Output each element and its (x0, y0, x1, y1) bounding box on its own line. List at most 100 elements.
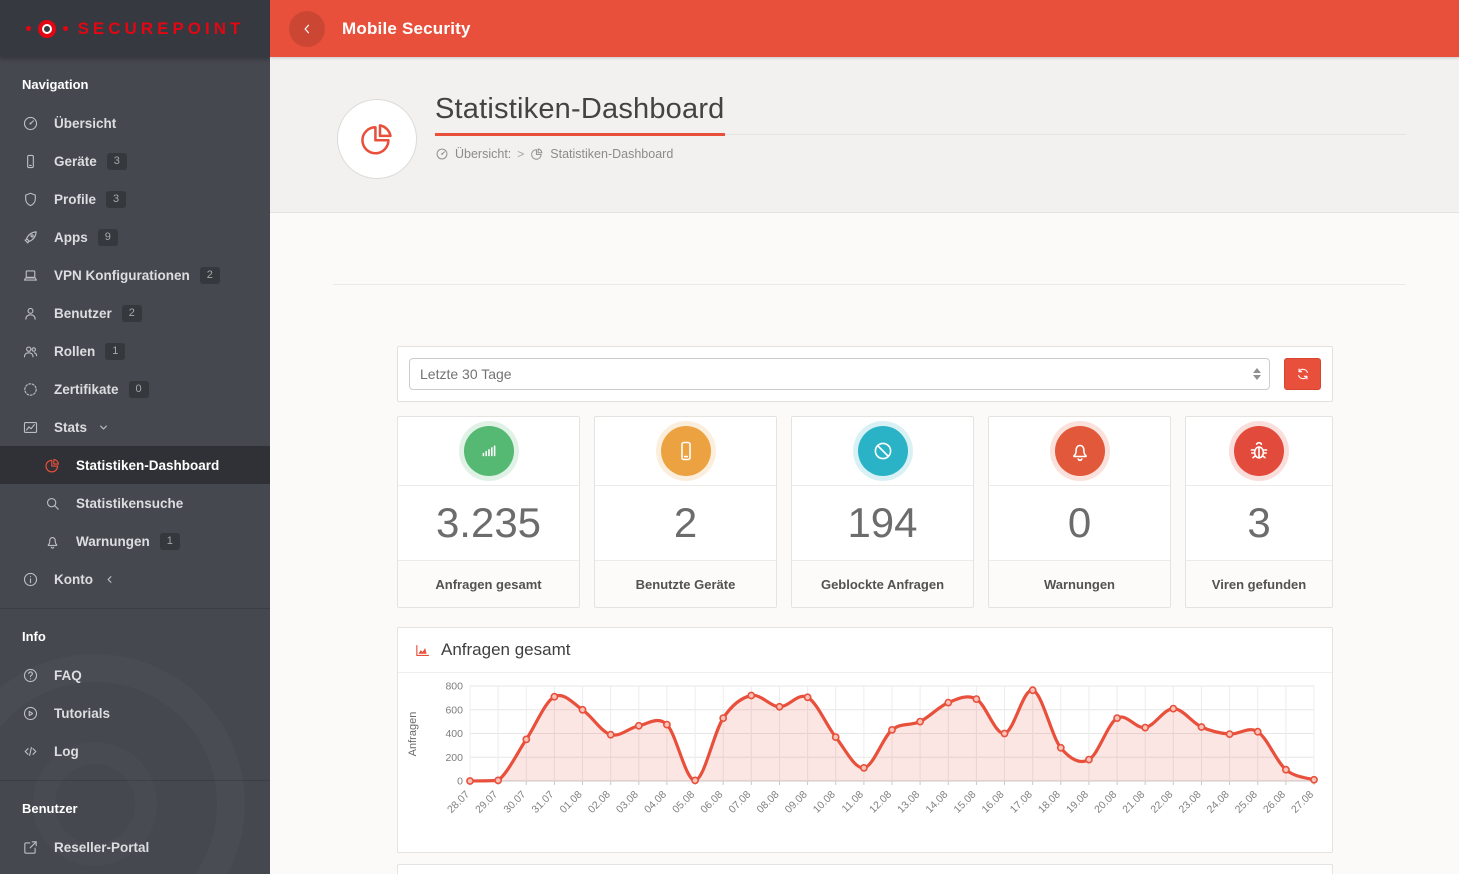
svg-text:03.08: 03.08 (614, 789, 641, 816)
chevron-down-icon (95, 419, 112, 436)
stat-card-benutzte-geräte: 2 Benutzte Geräte (594, 416, 777, 608)
logo-text: SECUREPOINT (77, 18, 245, 38)
sidebar-item-label: Apps (54, 229, 88, 245)
stat-value: 2 (595, 486, 776, 561)
sidebar-item-warnungen[interactable]: Warnungen 1 (0, 522, 270, 560)
refresh-button[interactable] (1284, 358, 1321, 390)
sidebar-item-label: Log (54, 743, 79, 759)
count-badge: 1 (105, 342, 126, 360)
sidebar-item-benutzer[interactable]: Benutzer 2 (0, 294, 270, 332)
stat-label: Geblockte Anfragen (792, 561, 973, 607)
count-badge: 2 (199, 266, 220, 284)
sidebar-item-reseller-portal[interactable]: Reseller-Portal (0, 828, 270, 866)
page-title: Statistiken-Dashboard (435, 93, 725, 136)
svg-text:400: 400 (445, 728, 463, 740)
breadcrumb: Übersicht: > Statistiken-Dashboard (435, 147, 1406, 161)
stat-value: 194 (792, 486, 973, 561)
sidebar-item-geräte[interactable]: Geräte 3 (0, 142, 270, 180)
svg-text:05.08: 05.08 (670, 789, 697, 816)
user-icon (22, 305, 39, 322)
sidebar-item-label: Geräte (54, 153, 97, 169)
breadcrumb-item-current: Statistiken-Dashboard (530, 147, 673, 161)
svg-text:800: 800 (445, 681, 463, 693)
back-button[interactable] (289, 10, 325, 47)
sidebar-item-faq[interactable]: FAQ (0, 656, 270, 694)
svg-text:26.08: 26.08 (1261, 789, 1288, 816)
svg-text:08.08: 08.08 (755, 789, 782, 816)
sidebar-item-übersicht[interactable]: Übersicht (0, 104, 270, 142)
mobile-icon (674, 439, 698, 463)
svg-text:18.08: 18.08 (1036, 789, 1063, 816)
date-range-select[interactable]: Letzte 30 Tage (409, 358, 1270, 390)
gauge-icon (22, 115, 39, 132)
rocket-icon (22, 229, 39, 246)
svg-text:02.08: 02.08 (586, 789, 613, 816)
svg-text:07.08: 07.08 (726, 789, 753, 816)
svg-text:24.08: 24.08 (1205, 789, 1232, 816)
sidebar-item-konto[interactable]: Konto (0, 560, 270, 598)
chart-header: Anfragen gesamt (398, 628, 1332, 673)
sidebar-nav: Navigation Übersicht Geräte 3 Profile 3 Apps 9 V… (0, 57, 270, 874)
stat-value: 3 (1186, 486, 1332, 561)
svg-text:29.07: 29.07 (473, 789, 500, 816)
svg-text:16.08: 16.08 (980, 789, 1007, 816)
sidebar-item-label: Statistiken-Dashboard (76, 457, 220, 473)
sidebar-item-vpn-konfigurationen[interactable]: VPN Konfigurationen 2 (0, 256, 270, 294)
gauge-icon (435, 147, 449, 161)
bell-icon (1068, 439, 1092, 463)
stats-icon (22, 419, 39, 436)
stat-label: Anfragen gesamt (398, 561, 579, 607)
svg-text:14.08: 14.08 (923, 789, 950, 816)
stat-label: Benutzte Geräte (595, 561, 776, 607)
svg-text:28.07: 28.07 (445, 789, 472, 816)
stat-value: 3.235 (398, 486, 579, 561)
sidebar-item-tutorials[interactable]: Tutorials (0, 694, 270, 732)
svg-text:01.08: 01.08 (558, 789, 585, 816)
info-icon (22, 571, 39, 588)
svg-text:22.08: 22.08 (1148, 789, 1175, 816)
block-icon (871, 439, 895, 463)
sidebar-item-zertifikate[interactable]: Zertifikate 0 (0, 370, 270, 408)
chevron-left-icon (101, 571, 118, 588)
svg-text:200: 200 (445, 752, 463, 764)
svg-text:17.08: 17.08 (1008, 789, 1035, 816)
svg-text:13.08: 13.08 (895, 789, 922, 816)
main-content: Statistiken-Dashboard Übersicht: > Stati… (270, 57, 1459, 874)
svg-text:11.08: 11.08 (840, 789, 867, 816)
sidebar: SECUREPOINT Navigation Übersicht Geräte 3 Pr… (0, 0, 270, 874)
sidebar-item-rollen[interactable]: Rollen 1 (0, 332, 270, 370)
mobile-icon (22, 153, 39, 170)
sidebar-item-profile[interactable]: Profile 3 (0, 180, 270, 218)
sidebar-item-log[interactable]: Log (0, 732, 270, 770)
next-panel-edge (397, 864, 1333, 874)
stat-card-geblockte-anfragen: 194 Geblockte Anfragen (791, 416, 974, 608)
sidebar-item-label: Benutzer (54, 305, 112, 321)
nav-section-header: Info (22, 629, 46, 644)
logo-o-mark (37, 19, 56, 38)
sidebar-item-label: Übersicht (54, 115, 117, 131)
topbar-title: Mobile Security (342, 18, 471, 38)
svg-text:04.08: 04.08 (642, 789, 669, 816)
sidebar-item-stats[interactable]: Stats (0, 408, 270, 446)
pie-icon (44, 457, 61, 474)
sidebar-item-label: Konto (54, 571, 93, 587)
sidebar-item-statistikensuche[interactable]: Statistikensuche (0, 484, 270, 522)
stat-circle (1054, 426, 1105, 476)
sidebar-item-apps[interactable]: Apps 9 (0, 218, 270, 256)
count-badge: 3 (106, 190, 127, 208)
svg-text:20.08: 20.08 (1092, 789, 1119, 816)
count-badge: 0 (128, 380, 149, 398)
bell-icon (44, 533, 61, 550)
page-header: Statistiken-Dashboard Übersicht: > Stati… (270, 57, 1459, 213)
shield-icon (22, 191, 39, 208)
svg-text:10.08: 10.08 (811, 789, 838, 816)
stat-value: 0 (989, 486, 1170, 561)
logo-dot-right (62, 26, 68, 31)
logo[interactable]: SECUREPOINT (0, 0, 270, 57)
bars-icon (477, 439, 501, 463)
breadcrumb-item-uebersicht[interactable]: Übersicht: (435, 147, 511, 161)
sidebar-item-label: Tutorials (54, 705, 111, 721)
sidebar-item-statistiken-dashboard[interactable]: Statistiken-Dashboard (0, 446, 270, 484)
count-badge: 2 (121, 304, 142, 322)
content-divider (333, 284, 1406, 285)
